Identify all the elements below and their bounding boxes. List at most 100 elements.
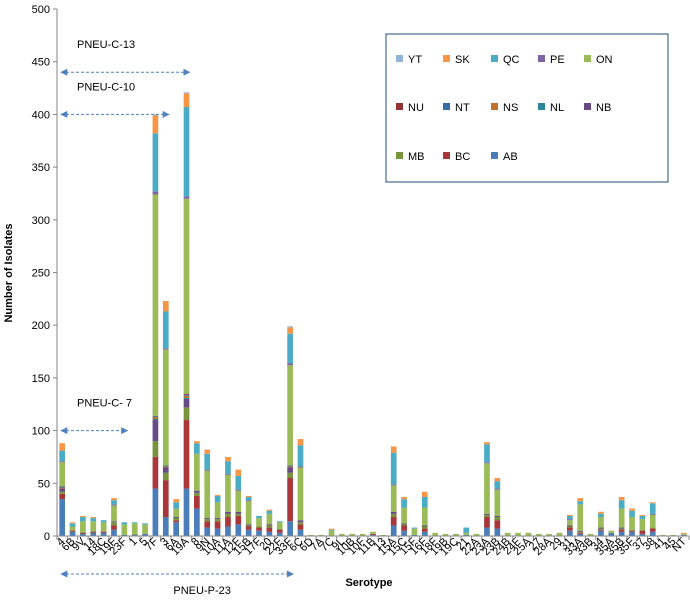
bar-NB-33F bbox=[287, 467, 293, 473]
bar-ON-24F bbox=[515, 532, 521, 536]
bar-AB-5 bbox=[142, 533, 148, 536]
bar-NL-19A bbox=[183, 397, 190, 399]
legend-swatch-MB bbox=[396, 152, 403, 159]
bar-PE-9N bbox=[204, 469, 211, 471]
bar-AB-10A bbox=[214, 528, 221, 536]
bar-MB-34 bbox=[598, 528, 604, 530]
bar-BC-8 bbox=[194, 495, 200, 509]
legend-label-NT: NT bbox=[455, 102, 470, 114]
bar-NB-19F bbox=[111, 521, 117, 523]
bar-QC-11A bbox=[225, 461, 231, 474]
annotation-label: PNEU-C-10 bbox=[77, 81, 135, 93]
bar-BC-23A bbox=[484, 517, 490, 528]
bar-ON-27 bbox=[535, 533, 542, 536]
bar-MB-1 bbox=[131, 533, 138, 535]
bar-QC-35B bbox=[618, 500, 625, 509]
bar-MB-20 bbox=[266, 525, 273, 528]
bar-ON-17F bbox=[256, 518, 262, 527]
bar-BC-4 bbox=[59, 493, 66, 500]
bar-MB-38 bbox=[649, 527, 656, 529]
bar-ON-19C bbox=[453, 533, 459, 536]
bar-SK-19F bbox=[111, 498, 117, 501]
bar-QC-6B bbox=[69, 523, 76, 527]
bar-AB-8 bbox=[194, 508, 200, 536]
bar-MB-6B bbox=[69, 529, 76, 531]
bar-NT-7F bbox=[152, 415, 159, 417]
bar-AB-15B bbox=[245, 529, 252, 536]
bar-BC-14 bbox=[90, 531, 97, 533]
bar-ON-3 bbox=[162, 349, 169, 466]
bar-BC-19F bbox=[111, 525, 117, 530]
bar-AB-21 bbox=[463, 534, 470, 536]
bar-QC-15F bbox=[411, 527, 418, 529]
bar-PE-7F bbox=[152, 191, 159, 195]
bar-AB-4 bbox=[59, 499, 66, 536]
bar-ON-6A bbox=[173, 508, 179, 518]
annotation-label: PNEU-C-13 bbox=[77, 39, 135, 51]
bar-ON-18F bbox=[432, 532, 439, 536]
y-tick-label: 250 bbox=[32, 268, 50, 280]
bar-BC-17F bbox=[256, 527, 262, 531]
bar-BC-37 bbox=[639, 530, 646, 534]
bar-BC-23B bbox=[494, 520, 501, 529]
bar-SK-8 bbox=[194, 441, 200, 444]
bar-SK-12F bbox=[235, 469, 242, 476]
bar-BC-15B bbox=[245, 526, 252, 530]
bar-SK-19A bbox=[183, 93, 190, 108]
bar-AB-6C bbox=[297, 529, 304, 536]
bar-MB-35B bbox=[618, 528, 625, 530]
bar-QC-15B bbox=[245, 497, 252, 501]
bar-AB-15C bbox=[401, 530, 407, 536]
bar-NL-7F bbox=[152, 419, 159, 421]
bar-QC-9N bbox=[204, 453, 211, 470]
bar-MB-35F bbox=[629, 529, 635, 531]
bar-MB-9V bbox=[80, 531, 86, 533]
bar-NB-8 bbox=[194, 490, 200, 493]
bar-PE-3 bbox=[162, 348, 169, 350]
bar-NT-3 bbox=[162, 465, 169, 467]
bar-QC-20 bbox=[266, 510, 273, 514]
bar-ON-34 bbox=[598, 517, 604, 528]
bar-NB-6A bbox=[173, 517, 179, 519]
annotation-label: PNEU-C- 7 bbox=[77, 398, 132, 410]
x-tick-label: 7F bbox=[143, 535, 161, 553]
legend-swatch-ON bbox=[584, 55, 591, 62]
bar-ON-21 bbox=[463, 532, 470, 535]
bar-MB-15B bbox=[245, 525, 252, 527]
bar-PE-23B bbox=[494, 488, 501, 490]
bar-MB-37 bbox=[639, 529, 646, 531]
bar-AB-23F bbox=[121, 534, 128, 536]
legend-swatch-NT bbox=[443, 103, 450, 110]
bar-NB-34 bbox=[598, 527, 604, 529]
y-tick-label: 300 bbox=[32, 215, 50, 227]
legend-box bbox=[385, 33, 669, 183]
bar-AB-38 bbox=[649, 531, 656, 536]
bar-ON-33A bbox=[577, 504, 584, 531]
bar-QC-15A bbox=[390, 452, 397, 485]
bar-NB-23A bbox=[484, 513, 490, 515]
bar-ON-38 bbox=[649, 514, 656, 528]
x-tick-label: 1 bbox=[127, 536, 140, 549]
bar-BC-31 bbox=[567, 527, 573, 531]
bar-NB-4 bbox=[59, 488, 66, 492]
bar-SK-NT bbox=[680, 532, 687, 534]
legend-swatch-QC bbox=[491, 55, 498, 62]
bar-NS-33F bbox=[287, 466, 293, 468]
bar-NB-10A bbox=[214, 518, 221, 520]
bar-ON-28A bbox=[546, 533, 552, 536]
bar-NB-15B bbox=[245, 524, 252, 526]
bar-ON-5 bbox=[142, 524, 148, 534]
bar-MB-10A bbox=[214, 519, 221, 522]
bar-YT-33F bbox=[287, 326, 293, 328]
bar-MB-23B bbox=[494, 517, 501, 521]
bar-ON-7F bbox=[152, 194, 159, 416]
bar-ON-6D bbox=[307, 534, 314, 536]
bar-SK-20 bbox=[266, 509, 273, 511]
bar-ON-13 bbox=[380, 534, 387, 536]
legend-swatch-NS bbox=[491, 103, 498, 110]
bar-QC-22F bbox=[276, 521, 283, 523]
bar-QC-37 bbox=[639, 515, 646, 520]
bar-BC-22F bbox=[276, 529, 283, 533]
legend-label-NL: NL bbox=[550, 102, 564, 114]
bar-BC-35F bbox=[629, 530, 635, 532]
